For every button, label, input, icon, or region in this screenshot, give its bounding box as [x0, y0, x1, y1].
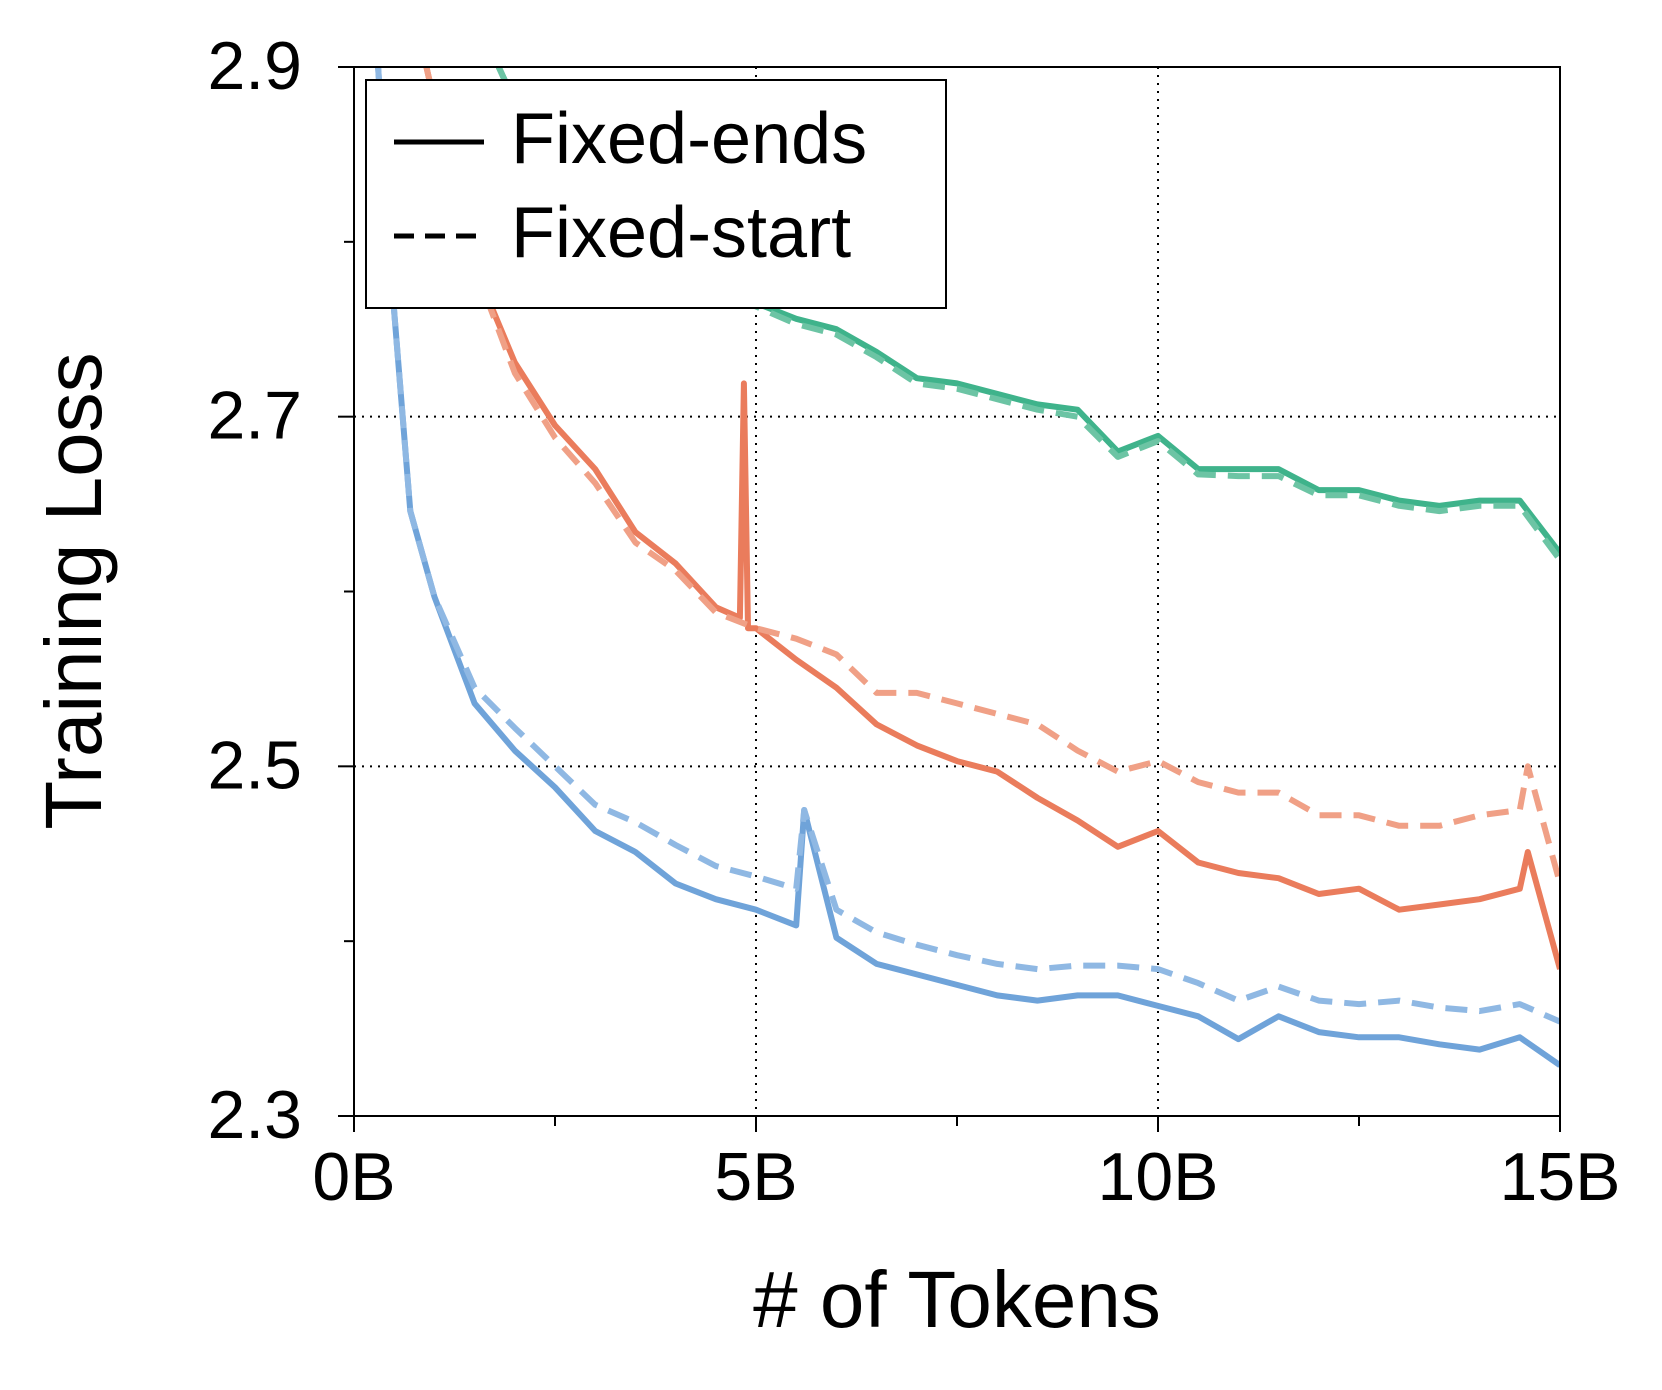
- axes: 0B 5B 10B 15B 2.3 2.5 2.7 2.9: [207, 28, 1620, 1215]
- x-tick-label: 5B: [714, 1139, 797, 1215]
- y-tick-label: 2.7: [207, 378, 302, 454]
- series-line-dashed: [375, 67, 1560, 1025]
- series-line-dashed: [423, 67, 1560, 885]
- legend-box: [365, 79, 947, 309]
- legend: Fixed-ends Fixed-start: [365, 79, 947, 309]
- series-line: [423, 67, 1560, 970]
- plot-lines: [375, 67, 1560, 1068]
- legend-label: Fixed-ends: [511, 99, 867, 179]
- y-tick-label: 2.9: [207, 28, 302, 104]
- x-axis-label: # of Tokens: [753, 1255, 1161, 1344]
- x-tick-label: 10B: [1098, 1139, 1219, 1215]
- y-axis-label: Training Loss: [29, 352, 118, 829]
- y-tick-label: 2.3: [207, 1077, 302, 1153]
- series-line: [375, 67, 1560, 1068]
- y-tick-label: 2.5: [207, 727, 302, 803]
- legend-label: Fixed-start: [511, 193, 851, 273]
- x-tick-label: 0B: [312, 1139, 395, 1215]
- x-tick-label: 15B: [1500, 1139, 1621, 1215]
